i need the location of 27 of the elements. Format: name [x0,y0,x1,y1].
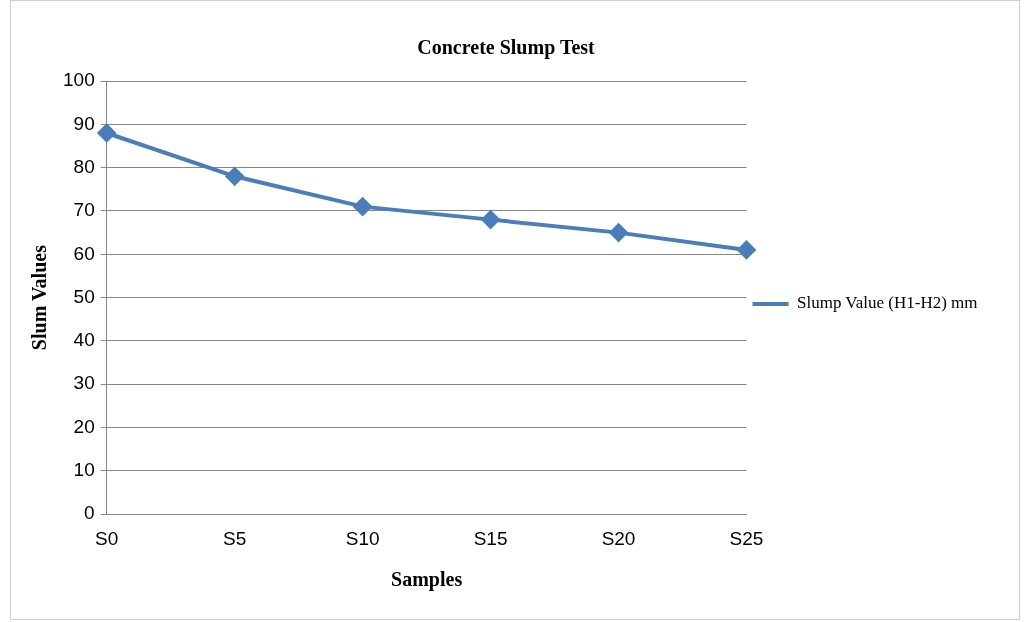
point [481,210,500,229]
y-tick-label: 80 [73,155,95,177]
x-axis-title: Samples [391,568,463,592]
x-tick-label: S25 [729,527,764,549]
x-tick-label: S10 [345,527,380,549]
y-tick-label: 60 [73,242,95,264]
y-tick-label: 50 [73,285,95,307]
y-tick-label: 90 [73,112,95,134]
x-tick-label: S0 [95,527,119,549]
point [737,240,756,259]
y-tick-label: 0 [84,502,95,524]
y-tick-label: 10 [73,459,95,481]
y-tick-label: 40 [73,329,95,351]
point [353,197,372,216]
point [97,123,116,142]
point [225,167,244,186]
y-tick-label: 30 [73,372,95,394]
y-tick-label: 20 [73,415,95,437]
y-axis-title: Slum Values [28,244,51,351]
y-tick-label: 70 [73,199,95,221]
x-tick-label: S5 [223,527,247,549]
chart-title: Concrete Slump Test [417,36,596,60]
x-tick-label: S20 [601,527,636,549]
x-tick-label: S15 [473,527,508,549]
legend-label: Slump Value (H1-H2) mm [797,293,978,313]
point [609,223,628,242]
y-tick-label: 100 [63,69,95,91]
